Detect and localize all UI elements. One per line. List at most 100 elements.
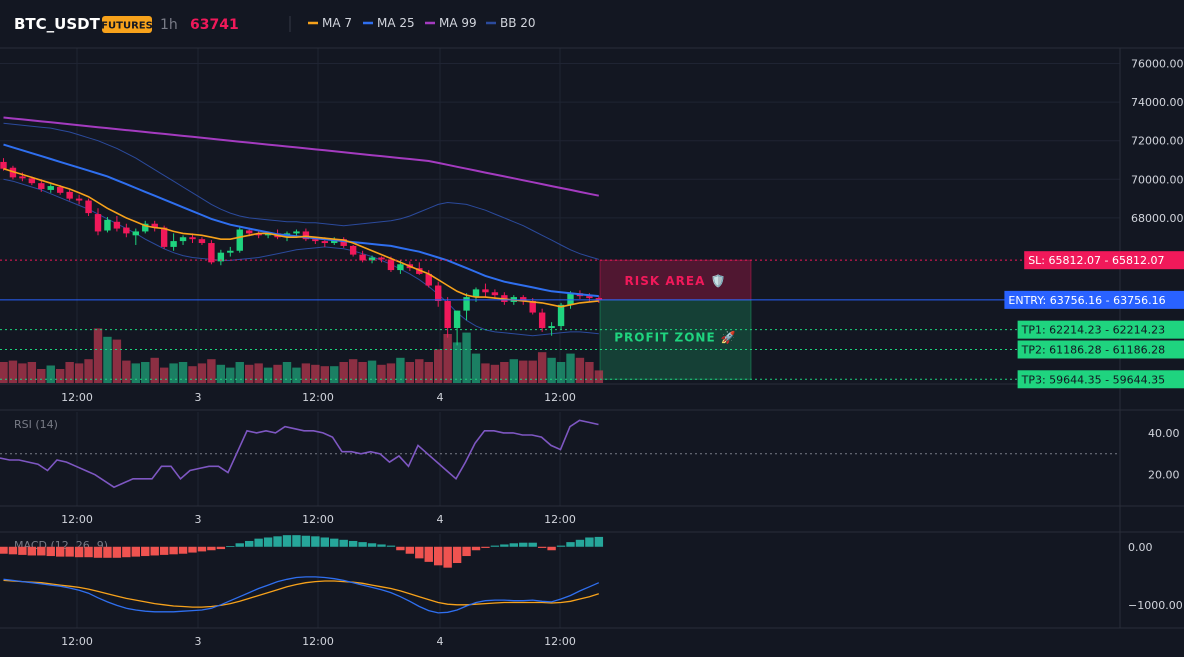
legend-label-2[interactable]: MA 99 xyxy=(439,16,477,30)
candle-body xyxy=(255,233,262,236)
candle[interactable] xyxy=(160,225,168,249)
level-tag-tp3[interactable]: TP3: 59644.35 - 59644.35 xyxy=(1017,370,1184,389)
candle-body xyxy=(331,239,338,244)
candle[interactable] xyxy=(548,322,555,336)
candle[interactable] xyxy=(425,270,432,288)
candle-body xyxy=(378,257,385,260)
candle[interactable] xyxy=(170,233,177,251)
candle[interactable] xyxy=(179,235,187,245)
candle[interactable] xyxy=(151,220,158,232)
candle-body xyxy=(491,292,499,296)
candle[interactable] xyxy=(94,208,102,236)
macd-hist-bar xyxy=(178,546,188,554)
candle[interactable] xyxy=(66,189,73,201)
timeframe-label[interactable]: 1h xyxy=(160,17,178,33)
candle[interactable] xyxy=(38,179,45,192)
macd-hist-bar xyxy=(377,544,386,547)
macd-hist-bar xyxy=(575,539,585,547)
last-price-label: 63741 xyxy=(190,17,239,33)
candle[interactable] xyxy=(142,220,149,234)
bb-lower-line xyxy=(3,178,599,337)
time-tick-label: 3 xyxy=(195,391,202,404)
volume-bar xyxy=(377,364,386,383)
level-tag-tp1[interactable]: TP1: 62214.23 - 62214.23 xyxy=(1017,320,1184,339)
candle[interactable] xyxy=(227,246,234,257)
volume-bar xyxy=(452,342,462,383)
volume-bar xyxy=(556,362,566,383)
candle[interactable] xyxy=(302,228,310,242)
candle-body xyxy=(312,239,319,242)
macd-hist-bar xyxy=(65,546,74,557)
volume-bar xyxy=(159,367,169,383)
candle[interactable] xyxy=(416,262,423,275)
macd-hist-bar xyxy=(27,546,37,556)
legend-label-1[interactable]: MA 25 xyxy=(377,16,415,30)
candle[interactable] xyxy=(435,281,442,307)
volume-bar xyxy=(471,353,481,383)
legend-label-3[interactable]: BB 20 xyxy=(500,16,536,30)
candle[interactable] xyxy=(538,308,546,332)
candle[interactable] xyxy=(198,237,206,245)
price-axis[interactable]: 76000.00 74000.00 72000.00 70000.00 68000.00 xyxy=(1131,57,1184,224)
volume-bar xyxy=(27,362,37,383)
volume-bar xyxy=(348,359,358,383)
candle[interactable] xyxy=(349,244,357,257)
macd-hist-bar xyxy=(471,546,481,551)
macd-signal-line xyxy=(3,579,599,608)
candle[interactable] xyxy=(293,229,300,237)
candle[interactable] xyxy=(463,293,470,321)
macd-hist-bar xyxy=(330,538,339,547)
candle[interactable] xyxy=(0,158,7,171)
macd-hist-bar xyxy=(226,546,235,547)
volume-bar xyxy=(500,362,509,383)
candle[interactable] xyxy=(85,198,92,216)
macd-hist-bar xyxy=(585,537,594,547)
candle[interactable] xyxy=(444,297,451,338)
candle[interactable] xyxy=(75,194,83,205)
candle[interactable] xyxy=(104,216,111,233)
candle-body xyxy=(85,200,92,214)
candle[interactable] xyxy=(482,283,489,298)
volume-bar xyxy=(585,362,594,383)
candle-body xyxy=(321,241,328,244)
candle[interactable] xyxy=(255,230,262,239)
candle[interactable] xyxy=(340,237,347,248)
ma7-line xyxy=(3,167,599,308)
candle-body xyxy=(444,300,451,328)
macd-hist-bar xyxy=(282,535,292,547)
chart-grid xyxy=(0,47,1184,629)
candle[interactable] xyxy=(47,184,54,193)
candle[interactable] xyxy=(123,223,130,238)
volume-bar xyxy=(103,336,112,383)
volume-bar xyxy=(207,359,216,383)
candle[interactable] xyxy=(9,165,17,180)
level-tag-sl[interactable]: SL: 65812.07 - 65812.07 xyxy=(1024,251,1184,270)
candle[interactable] xyxy=(217,249,225,266)
candle[interactable] xyxy=(359,250,366,263)
macd-hist-bar xyxy=(56,546,65,557)
trade-levels: SL: 65812.07 - 65812.07 ENTRY: 63756.16 -… xyxy=(0,251,1184,389)
candle[interactable] xyxy=(113,216,121,232)
candle[interactable] xyxy=(132,228,139,245)
candle-body xyxy=(387,259,395,271)
candle-body xyxy=(397,264,404,271)
candle[interactable] xyxy=(529,298,536,315)
symbol-label[interactable]: BTC_USDT xyxy=(14,15,101,33)
macd-hist-bar xyxy=(122,546,131,558)
legend-label-0[interactable]: MA 7 xyxy=(322,16,352,30)
macd-hist-bar xyxy=(367,543,377,547)
candle[interactable] xyxy=(236,227,243,253)
time-tick-label: 12:00 xyxy=(61,513,93,526)
candle[interactable] xyxy=(368,255,376,264)
macd-hist-bar xyxy=(434,546,443,566)
level-tag-tp2[interactable]: TP2: 61186.28 - 61186.28 xyxy=(1017,340,1184,359)
level-tag-entry[interactable]: ENTRY: 63756.16 - 63756.16 xyxy=(1004,290,1184,309)
volume-bar xyxy=(46,365,55,383)
candle[interactable] xyxy=(453,310,461,346)
candle[interactable] xyxy=(378,256,385,263)
level-tag-text: SL: 65812.07 - 65812.07 xyxy=(1028,254,1164,267)
candle-body xyxy=(236,229,243,251)
macd-tick-label: −1000.00 xyxy=(1128,599,1183,612)
